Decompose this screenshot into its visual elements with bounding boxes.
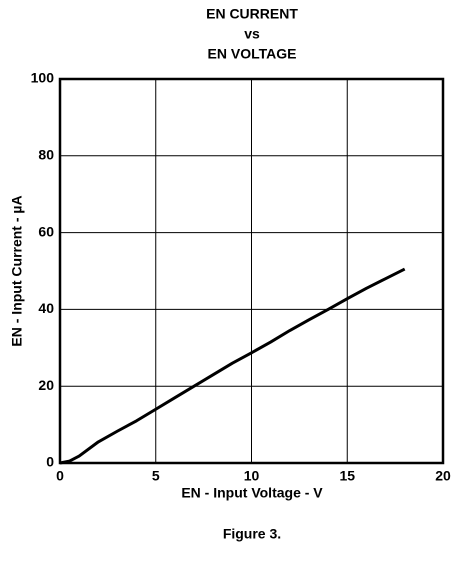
chart-title: EN VOLTAGE	[208, 46, 297, 62]
chart-title: EN CURRENT	[206, 6, 298, 22]
y-tick-label: 20	[38, 377, 54, 393]
plot-frame	[58, 77, 445, 465]
x-tick-label: 5	[152, 468, 160, 484]
y-tick-label: 100	[31, 70, 55, 86]
caption: Figure 3.	[223, 526, 281, 542]
y-tick-label: 40	[38, 300, 54, 316]
x-tick-label: 10	[244, 468, 260, 484]
y-tick-label: 80	[38, 147, 54, 163]
y-axis-label: EN - Input Current - µA	[9, 195, 25, 346]
chart-title: vs	[244, 26, 260, 42]
x-tick-label: 15	[339, 468, 355, 484]
y-tick-label: 60	[38, 223, 54, 239]
y-tick-label: 0	[46, 454, 54, 470]
x-tick-label: 20	[435, 468, 451, 484]
x-tick-label: 0	[56, 468, 64, 484]
data-line	[59, 267, 406, 465]
x-axis-label: EN - Input Voltage - V	[181, 485, 323, 501]
